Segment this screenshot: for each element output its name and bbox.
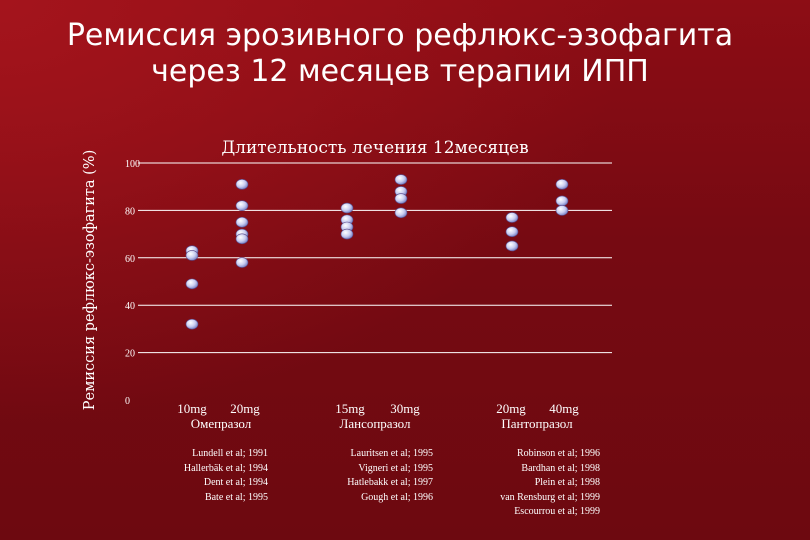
data-point-2-1-0 bbox=[555, 179, 569, 190]
slide-title: Ремиссия эрозивного рефлюкс-эзофагита че… bbox=[40, 18, 760, 90]
data-point-1-0-3 bbox=[340, 228, 354, 240]
drug-label-2: Пантопразол bbox=[501, 416, 573, 431]
y-tick-label-60: 60 bbox=[125, 254, 135, 265]
data-point-0-1-4 bbox=[235, 233, 249, 245]
y-tick-label-0: 0 bbox=[125, 396, 130, 407]
reference-item: Robinson et al; 1996 bbox=[516, 448, 600, 459]
data-point-2-0-1 bbox=[505, 226, 519, 238]
data-point-2-0-0 bbox=[505, 212, 519, 223]
drug-label-0: Омепразол bbox=[191, 416, 252, 431]
reference-item: Vigneri et al; 1995 bbox=[358, 462, 433, 474]
reference-item: Plein et al; 1998 bbox=[534, 477, 600, 488]
data-point-2-1-2 bbox=[555, 205, 569, 216]
data-point-1-0-0 bbox=[340, 202, 354, 214]
reference-item: van Rensburg et al; 1999 bbox=[500, 491, 600, 503]
data-point-0-0-2 bbox=[185, 278, 199, 290]
data-point-1-1-3 bbox=[394, 207, 408, 219]
dose-label-2-1: 40mg bbox=[549, 401, 579, 416]
y-tick-label-20: 20 bbox=[125, 349, 135, 360]
slide-title-line1: Ремиссия эрозивного рефлюкс-эзофагита bbox=[66, 18, 734, 53]
drug-label-1: Лансопразол bbox=[340, 416, 411, 431]
dose-label-0-0: 10mg bbox=[177, 401, 207, 416]
reference-item: Hatlebakk et al; 1997 bbox=[347, 477, 433, 488]
reference-list-1: Lauritsen et al; 1995 Vigneri et al; 1995… bbox=[233, 447, 433, 505]
data-point-0-1-5 bbox=[235, 257, 249, 268]
reference-list-0: Lundell et al; 1991 Hallerbäk et al; 1994… bbox=[68, 447, 268, 505]
y-tick-label-40: 40 bbox=[125, 301, 135, 312]
y-tick-label-100: 100 bbox=[125, 159, 140, 170]
reference-item: Escourrou et al; 1999 bbox=[514, 506, 600, 517]
data-point-1-1-0 bbox=[394, 174, 408, 185]
data-point-0-1-1 bbox=[235, 200, 249, 211]
y-tick-label-80: 80 bbox=[125, 206, 135, 217]
dose-label-1-1: 30mg bbox=[390, 401, 420, 416]
data-point-0-0-1 bbox=[185, 250, 199, 261]
data-point-2-1-1 bbox=[555, 195, 569, 207]
data-point-0-1-0 bbox=[235, 179, 249, 190]
data-point-1-1-2 bbox=[394, 193, 408, 204]
reference-item: Lundell et al; 1991 bbox=[192, 448, 268, 459]
reference-item: Lauritsen et al; 1995 bbox=[350, 448, 433, 459]
reference-item: Bate et al; 1995 bbox=[204, 491, 268, 503]
dose-label-1-0: 15mg bbox=[335, 401, 365, 416]
y-axis-label: Ремиссия рефлюкс-эзофагита (%) bbox=[82, 150, 98, 410]
reference-item: Hallerbäk et al; 1994 bbox=[183, 462, 268, 474]
reference-item: Gough et al; 1996 bbox=[361, 491, 433, 503]
data-point-0-0-3 bbox=[185, 318, 199, 330]
slide-title-line2: через 12 месяцев терапии ИПП bbox=[151, 54, 649, 89]
reference-item: Dent et al; 1994 bbox=[203, 477, 268, 488]
data-point-2-0-2 bbox=[505, 240, 519, 252]
reference-item: Bardhan et al; 1998 bbox=[521, 462, 600, 474]
reference-list-2: Robinson et al; 1996 Bardhan et al; 1998 P… bbox=[400, 447, 600, 520]
dose-label-2-0: 20mg bbox=[496, 401, 526, 416]
data-point-0-1-2 bbox=[235, 216, 249, 228]
chart-title: Длительность лечения 12месяцев bbox=[221, 138, 528, 158]
dose-label-0-1: 20mg bbox=[230, 401, 260, 416]
